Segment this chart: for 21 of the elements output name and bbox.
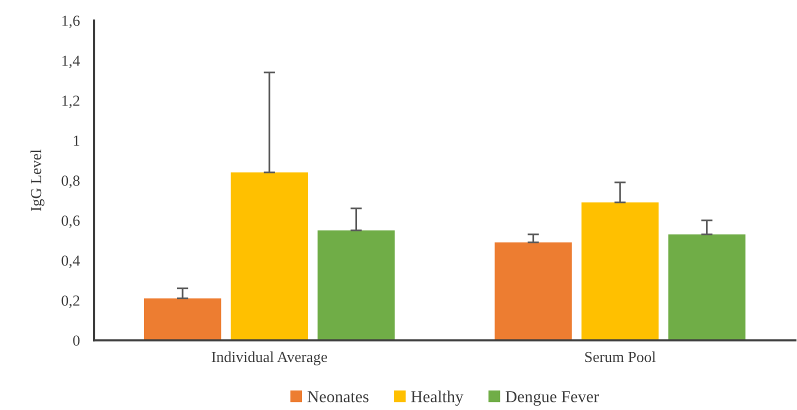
y-tick-label: 1 xyxy=(74,136,80,146)
x-tick-label: Serum Pool xyxy=(585,351,656,362)
legend-label: Neonates xyxy=(308,391,368,402)
y-tick-label: 0,6 xyxy=(62,216,80,228)
bar xyxy=(494,242,572,340)
bar xyxy=(581,202,659,340)
y-tick-label: 1,4 xyxy=(62,56,80,68)
legend-label: Healthy xyxy=(411,390,464,406)
x-tick-label: Individual Average xyxy=(212,351,328,366)
y-tick-label: 1,6 xyxy=(62,16,80,28)
legend-label: Dengue Fever xyxy=(506,391,599,406)
bar xyxy=(144,298,222,340)
y-tick-label: 1,2 xyxy=(62,96,80,108)
y-tick-label: 0,4 xyxy=(62,255,80,268)
bar xyxy=(318,230,395,340)
bar xyxy=(668,234,746,340)
y-tick-label: 0,8 xyxy=(62,176,80,188)
bar xyxy=(230,172,308,340)
y-tick-label: 0 xyxy=(73,335,80,346)
y-axis-title: IgG Level xyxy=(30,150,44,212)
y-tick-label: 0,2 xyxy=(62,295,80,308)
